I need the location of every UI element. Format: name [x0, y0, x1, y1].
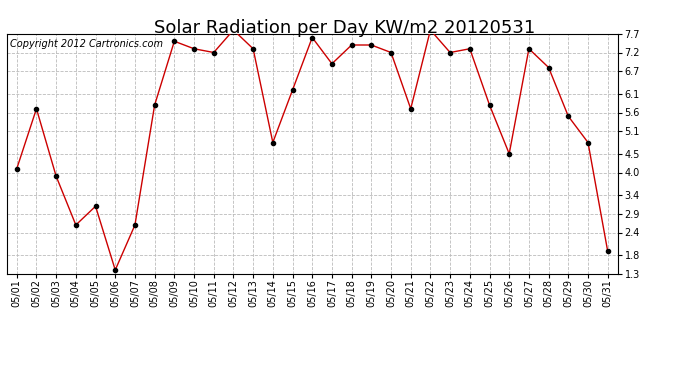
Text: Solar Radiation per Day KW/m2 20120531: Solar Radiation per Day KW/m2 20120531 [155, 19, 535, 37]
Text: Copyright 2012 Cartronics.com: Copyright 2012 Cartronics.com [10, 39, 163, 48]
